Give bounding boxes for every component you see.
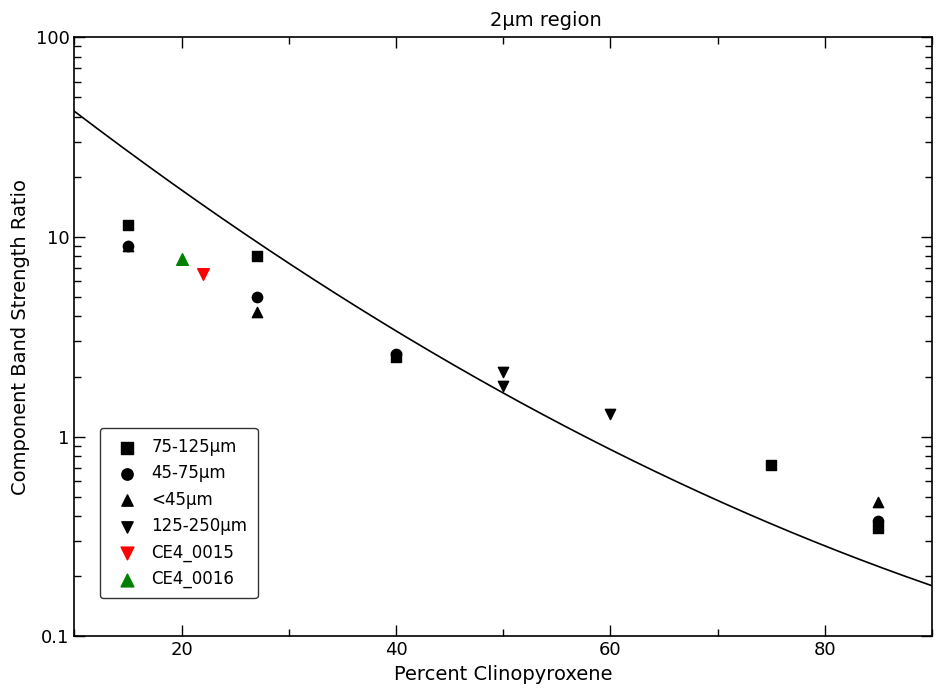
75-125μm xyxy=(389,352,404,363)
Title: 2μm region: 2μm region xyxy=(490,11,602,30)
125-250μm xyxy=(603,409,618,420)
125-250μm xyxy=(496,367,511,378)
75-125μm xyxy=(870,522,885,533)
45-75μm xyxy=(121,240,136,252)
Legend: 75-125μm, 45-75μm, <45μm, 125-250μm, CE4_0015, CE4_0016: 75-125μm, 45-75μm, <45μm, 125-250μm, CE4… xyxy=(100,428,257,598)
75-125μm xyxy=(249,251,264,262)
75-125μm xyxy=(764,459,779,471)
<45μm xyxy=(870,497,885,508)
45-75μm xyxy=(249,291,264,302)
<45μm xyxy=(249,306,264,318)
CE4_0015 xyxy=(195,269,210,280)
CE4_0016 xyxy=(174,253,190,264)
45-75μm xyxy=(870,515,885,526)
45-75μm xyxy=(389,348,404,359)
X-axis label: Percent Clinopyroxene: Percent Clinopyroxene xyxy=(394,665,612,684)
125-250μm xyxy=(496,380,511,391)
<45μm xyxy=(121,240,136,252)
Y-axis label: Component Band Strength Ratio: Component Band Strength Ratio xyxy=(11,179,30,495)
75-125μm xyxy=(121,220,136,231)
